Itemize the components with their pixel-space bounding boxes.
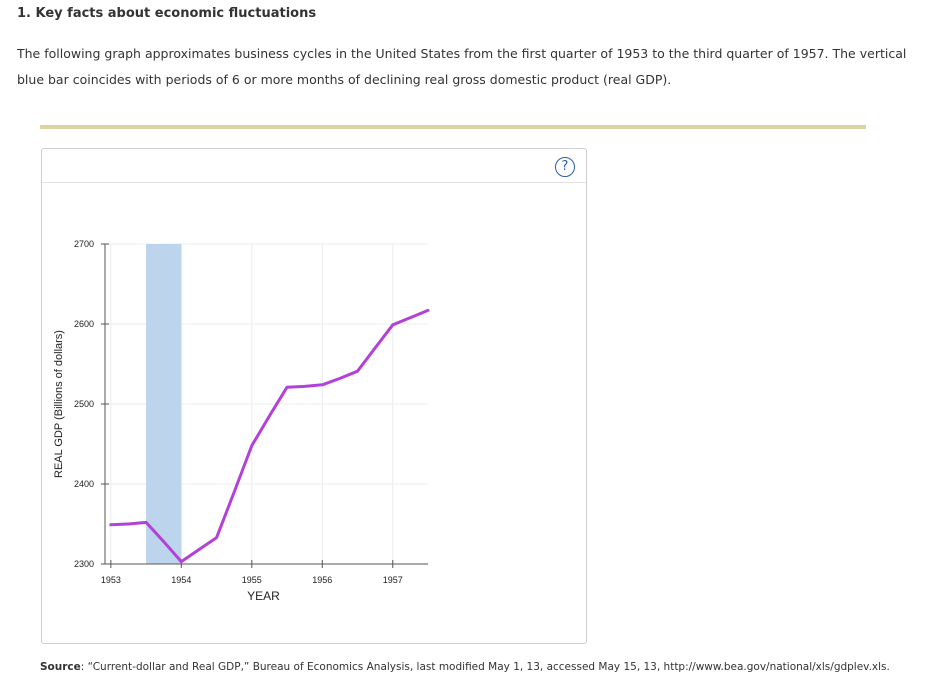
x-tick-label: 1953 [101, 575, 121, 585]
x-axis-label: YEAR [247, 589, 280, 603]
x-tick-label: 1957 [383, 575, 403, 585]
gdp-series-line [109, 308, 430, 564]
y-axis-label: REAL GDP (Billions of dollars) [53, 330, 65, 478]
y-tick-label: 2700 [74, 239, 94, 249]
panel-toolbar-divider [42, 182, 586, 183]
question-intro: The following graph approximates busines… [17, 46, 907, 87]
graph-panel: ? 2300 2400 2500 2600 2700 1953 1954 1955 1956 19… [41, 148, 587, 644]
question-title: 1. Key facts about economic fluctuations [17, 6, 317, 21]
gdp-chart: 2300 2400 2500 2600 2700 1953 1954 1955 1956 1957… [53, 239, 430, 603]
x-tick-label: 1954 [171, 575, 191, 585]
divider-rule [40, 125, 866, 129]
recession-band [146, 244, 182, 564]
source-text: : “Current-dollar and Real GDP,” Bureau … [80, 661, 890, 673]
y-tick-label: 2500 [74, 399, 94, 409]
x-tick-label: 1956 [312, 575, 332, 585]
x-tick-label: 1955 [242, 575, 262, 585]
y-tick-label: 2300 [74, 559, 94, 569]
source-note: Source: “Current-dollar and Real GDP,” B… [40, 661, 890, 673]
y-tick-label: 2600 [74, 319, 94, 329]
y-tick-label: 2400 [74, 479, 94, 489]
source-label: Source [40, 661, 81, 673]
help-icon[interactable]: ? [555, 157, 575, 177]
